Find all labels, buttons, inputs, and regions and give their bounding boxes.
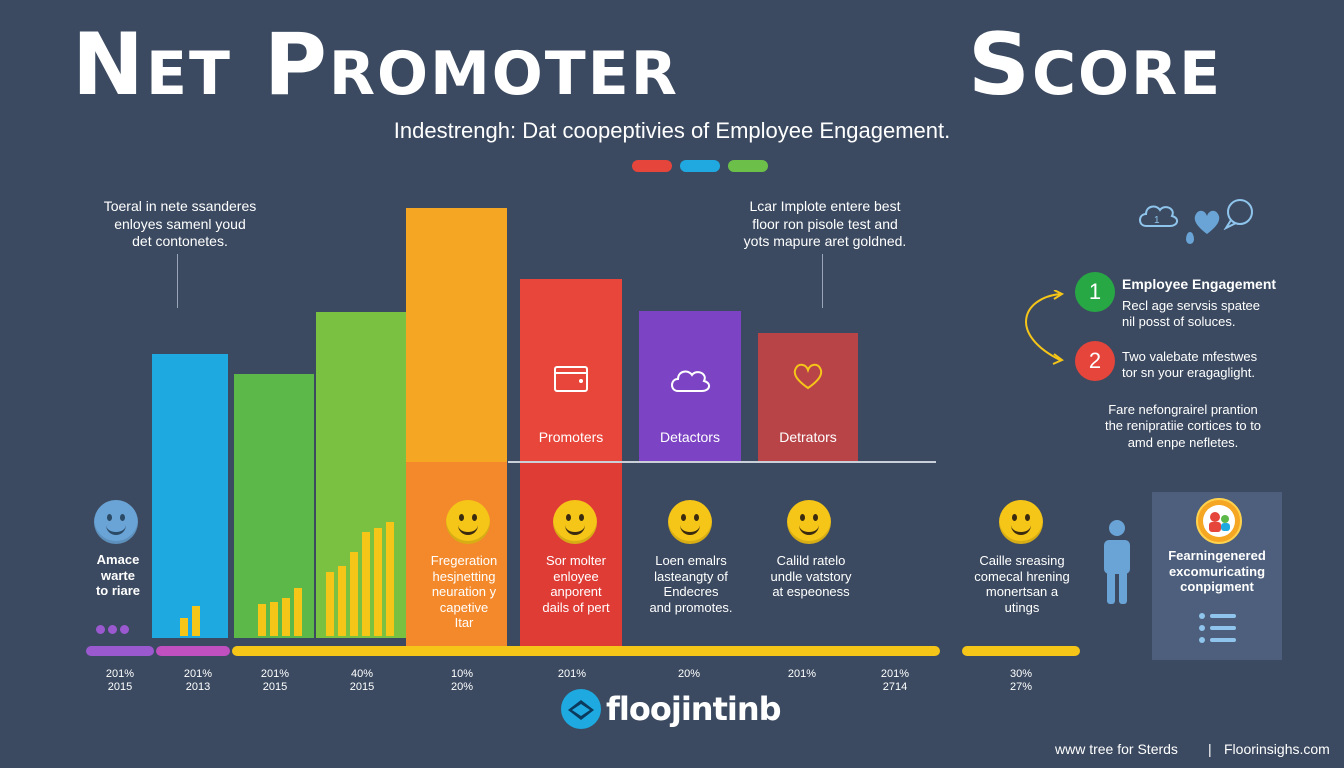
note-left-connector (177, 254, 178, 308)
bar-1 (152, 354, 228, 638)
mini-bar (338, 566, 346, 636)
list-icon (1198, 608, 1238, 653)
mini-bar (258, 604, 266, 636)
title-right: Score (968, 15, 1223, 115)
step-number-1: 1 (1075, 272, 1115, 312)
logo-text: floojintinb (606, 690, 782, 728)
cloud-icon (668, 365, 712, 400)
caption-3: Sor molter enloyee anporent dails of per… (542, 553, 610, 615)
bar-label-detrators: Detrators (779, 429, 837, 445)
footer-link[interactable]: Floorinsighs.com (1224, 741, 1330, 757)
cloud-icon: 1 (1136, 198, 1180, 239)
caption-2: Fregeration hesjnetting neuration y cape… (430, 553, 498, 631)
mini-bar (362, 532, 370, 636)
bar-4-lower (406, 462, 507, 646)
curved-arrow-icon (1012, 289, 1076, 375)
year-label: 10% 20% (450, 668, 474, 693)
accent-pill-blue (680, 160, 720, 172)
caption-4: Loen emalrs lasteangty of Endecres and p… (649, 553, 733, 615)
year-label: 201% 2015 (105, 668, 135, 693)
step-2-text: Two valebate mfestwes tor sn your eragag… (1122, 349, 1258, 381)
browser-window-icon (553, 365, 589, 398)
card-title: Fearningenered excomuricating conpigment (1168, 548, 1266, 595)
note-left: Toeral in nete ssanderes enloyes samenl … (103, 198, 257, 249)
dot (120, 625, 129, 634)
timeline-segment (962, 646, 1080, 656)
bar-7: Detrators (758, 333, 858, 461)
year-label: 201% (787, 668, 817, 680)
caption-6: Caille sreasing comecal hrening monertsa… (974, 553, 1070, 615)
year-label: 201% 2714 (880, 668, 910, 693)
engagement-card: Fearningenered excomuricating conpigment (1152, 492, 1282, 660)
smiley-icon (446, 500, 490, 544)
step-1-title: Employee Engagement (1122, 276, 1277, 292)
year-label: 201% (557, 668, 587, 680)
smiley-icon (94, 500, 138, 544)
bar-2 (234, 374, 314, 638)
mini-bar (192, 606, 200, 636)
mini-bar (294, 588, 302, 636)
mini-bar (282, 598, 290, 636)
year-label: 30% 27% (1009, 668, 1033, 693)
year-label: 20% (677, 668, 701, 680)
caption-5: Calild ratelo undle vatstory at espeones… (770, 553, 852, 600)
accent-pill-green (728, 160, 768, 172)
smiley-icon (553, 500, 597, 544)
droplet-icon (1186, 232, 1194, 244)
bar-label-promoters: Promoters (538, 429, 604, 445)
team-avatar-icon (1196, 498, 1242, 544)
mini-bar (270, 602, 278, 636)
year-label: 201% 2013 (183, 668, 213, 693)
chat-bubble-icon (1222, 198, 1256, 235)
note-right: Lcar Implote entere best floor ron pisol… (743, 198, 907, 249)
dot (96, 625, 105, 634)
footer-left: www tree for Sterds (1055, 741, 1178, 757)
timeline-segment (232, 646, 940, 656)
smiley-icon (787, 500, 831, 544)
bar-6: Detactors (639, 311, 741, 461)
heart-icon (1192, 208, 1222, 241)
svg-text:1: 1 (1154, 215, 1160, 226)
mini-bar (350, 552, 358, 636)
smiley-icon (999, 500, 1043, 544)
note-right-connector (822, 254, 823, 308)
baseline-divider (508, 461, 936, 463)
mini-bar (180, 618, 188, 636)
step-number-2: 2 (1075, 341, 1115, 381)
timeline-segment (86, 646, 154, 656)
logo-icon (560, 688, 602, 735)
heart-icon (791, 361, 825, 396)
caption-1: Amace warte to riare (95, 552, 141, 599)
mini-bar (386, 522, 394, 636)
mini-bar (326, 572, 334, 636)
year-label: 40% 2015 (349, 668, 375, 693)
subtitle: Indestrengh: Dat coopeptivies of Employe… (393, 118, 951, 143)
side-note: Fare nefongrairel prantion the reniprati… (1104, 402, 1262, 450)
mini-bar (374, 528, 382, 636)
dot (108, 625, 117, 634)
footer-separator: | (1208, 741, 1212, 757)
smiley-icon (668, 500, 712, 544)
timeline-segment (156, 646, 230, 656)
year-label: 201% 2015 (260, 668, 290, 693)
accent-pill-red (632, 160, 672, 172)
bar-5-lower (520, 462, 622, 646)
step-1-text: Recl age servsis spatee nil posst of sol… (1122, 298, 1261, 330)
person-icon (1100, 518, 1134, 611)
bar-label-detactors: Detactors (660, 429, 720, 445)
title-left: Net Promoter (72, 15, 679, 115)
